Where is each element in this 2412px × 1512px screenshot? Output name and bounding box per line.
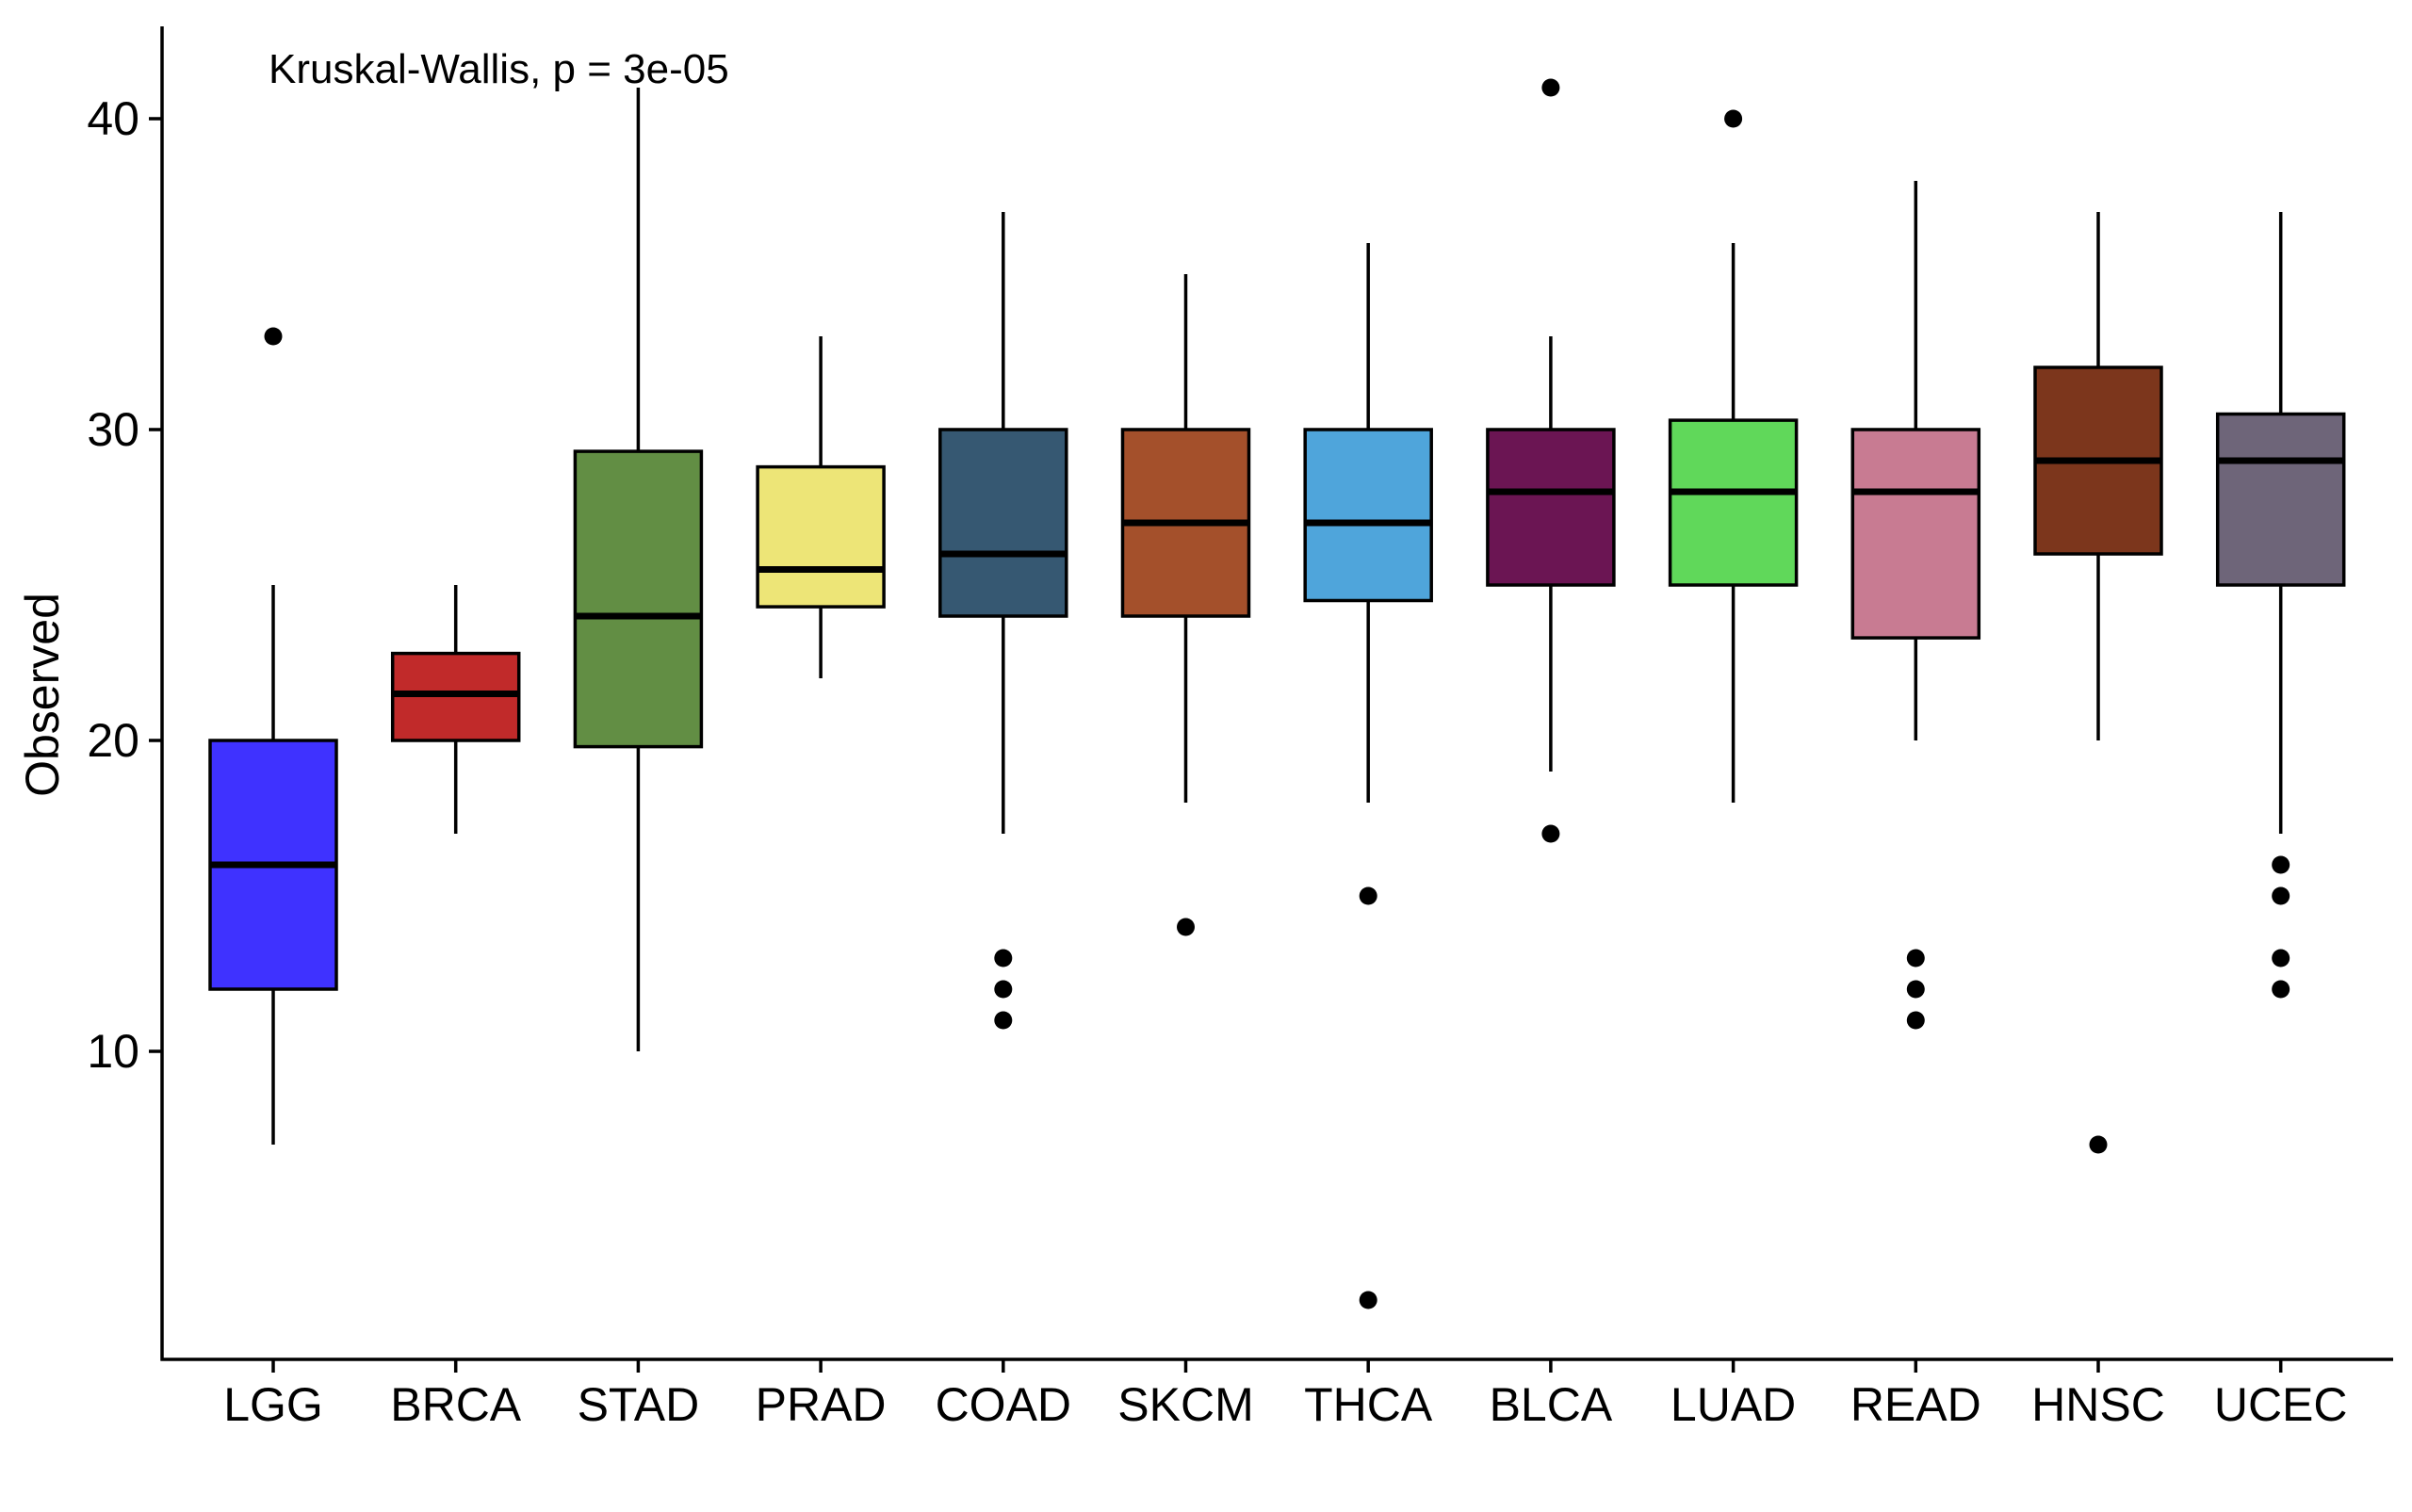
outlier-blca-2: [1541, 824, 1560, 843]
outlier-ucec-3: [2272, 949, 2290, 967]
outlier-lgg-1: [264, 327, 283, 346]
x-tick-label-ucec: UCEC: [2214, 1378, 2348, 1431]
x-tick-label-prad: PRAD: [756, 1378, 887, 1431]
box-group-prad: [756, 336, 886, 678]
outlier-coad-3: [994, 1011, 1013, 1030]
box-prad: [756, 464, 886, 609]
outlier-read-1: [1906, 949, 1925, 967]
y-tick-label-40: 40: [87, 92, 139, 145]
box-group-skcm: [1120, 274, 1251, 936]
x-ticks: LGG BRCA STAD PRAD COAD SKCM THCA BLCA LUAD READ H…: [223, 1359, 2348, 1431]
x-tick-label-lgg: LGG: [223, 1378, 323, 1431]
box-group-coad: [938, 212, 1068, 1030]
box-ucec: [2215, 412, 2346, 587]
box-read: [1850, 428, 1981, 640]
x-tick-label-thca: THCA: [1304, 1378, 1433, 1431]
box-group-read: [1850, 181, 1981, 1030]
outlier-hnsc-1: [2089, 1135, 2108, 1154]
y-tick-label-30: 30: [87, 403, 139, 456]
x-tick-label-skcm: SKCM: [1117, 1378, 1253, 1431]
kruskal-wallis-annotation: Kruskal-Wallis, p = 3e-05: [269, 46, 729, 92]
x-tick-label-brca: BRCA: [390, 1378, 522, 1431]
outlier-read-3: [1906, 1011, 1925, 1030]
box-group-luad: [1668, 109, 1799, 803]
outlier-read-2: [1906, 980, 1925, 999]
box-group-stad: [573, 88, 704, 1051]
outlier-skcm-1: [1177, 918, 1195, 936]
box-group-blca: [1486, 78, 1616, 843]
outlier-thca-1: [1359, 886, 1377, 905]
box-group-thca: [1303, 243, 1433, 1309]
box-group-ucec: [2215, 212, 2346, 999]
outlier-ucec-1: [2272, 855, 2290, 874]
y-ticks: 10 20 30 40: [87, 92, 162, 1078]
outlier-ucec-4: [2272, 980, 2290, 999]
outlier-thca-2: [1359, 1291, 1377, 1309]
box-blca: [1486, 428, 1616, 587]
outlier-luad-1: [1724, 109, 1743, 128]
y-tick-label-10: 10: [87, 1025, 139, 1078]
boxes-layer: [208, 78, 2346, 1309]
x-tick-label-read: READ: [1850, 1378, 1981, 1431]
box-thca: [1303, 428, 1433, 603]
x-tick-label-stad: STAD: [578, 1378, 700, 1431]
y-tick-label-20: 20: [87, 714, 139, 767]
box-group-lgg: [208, 327, 338, 1145]
axes-layer: [160, 26, 2393, 1361]
x-tick-label-coad: COAD: [936, 1378, 1071, 1431]
box-coad: [938, 428, 1068, 618]
outlier-coad-1: [994, 949, 1013, 967]
box-group-brca: [390, 585, 521, 834]
box-luad: [1668, 418, 1799, 587]
x-tick-label-hnsc: HNSC: [2031, 1378, 2165, 1431]
y-axis-title: Observed: [16, 593, 69, 797]
box-group-hnsc: [2033, 212, 2163, 1154]
x-tick-label-luad: LUAD: [1670, 1378, 1796, 1431]
outlier-coad-2: [994, 980, 1013, 999]
box-stad: [573, 449, 704, 749]
x-tick-label-blca: BLCA: [1490, 1378, 1613, 1431]
outlier-ucec-2: [2272, 886, 2290, 905]
outlier-blca-1: [1541, 78, 1560, 97]
